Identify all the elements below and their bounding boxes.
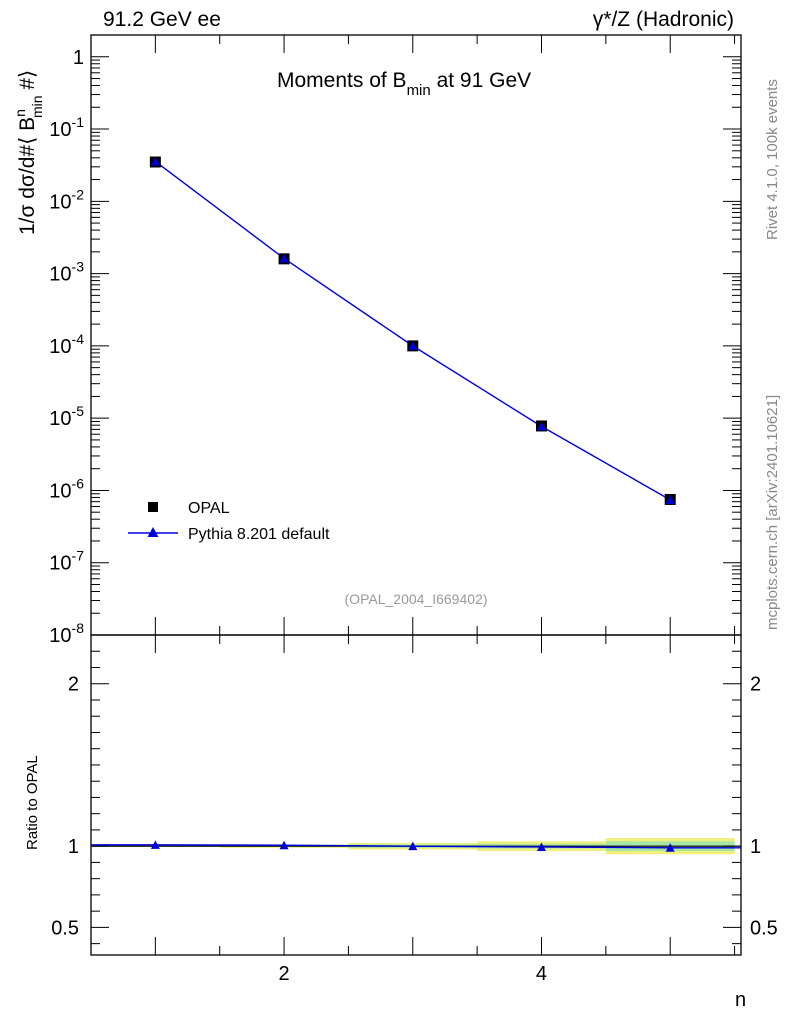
chart-title: Moments of Bmin at 91 GeV xyxy=(277,69,531,99)
analysis-id-watermark: (OPAL_2004_I669402) xyxy=(345,591,488,607)
lower-x-tick-label: 4 xyxy=(536,963,547,985)
upper-y-tick-label: 10-8 xyxy=(49,620,84,647)
upper-y-tick-label: 10-2 xyxy=(49,186,84,213)
mc-series-markers xyxy=(150,156,675,504)
legend: OPAL Pythia 8.201 default xyxy=(128,500,330,543)
opal-data-points xyxy=(149,156,676,505)
lower-y-tick-label-right: 0.5 xyxy=(750,917,778,939)
ratio-mc-point xyxy=(408,841,418,851)
legend-mc-label: Pythia 8.201 default xyxy=(188,526,330,543)
ratio-mc-point xyxy=(665,843,675,852)
lower-y-axis-label: Ratio to OPAL xyxy=(24,755,41,850)
lower-panel-frame xyxy=(90,634,742,956)
mc-curve xyxy=(154,160,671,501)
upper-panel-frame xyxy=(90,34,742,636)
header-energy-label: 91.2 GeV ee xyxy=(103,8,221,31)
upper-y-axis-label: 1/σ dσ/d#⟨ Bnmin #⟩ xyxy=(12,70,45,235)
upper-y-tick-label: 10-7 xyxy=(49,548,84,575)
lower-y-tick-label: 1 xyxy=(68,836,79,858)
upper-y-tick-label: 10-3 xyxy=(49,259,84,286)
legend-opal-marker xyxy=(148,502,158,512)
upper-y-tick-label: 1 xyxy=(73,47,84,69)
upper-y-tick-labels: 10-8 10-7 10-6 10-5 10-4 10-3 10-2 10-1 1 xyxy=(49,47,84,647)
lower-y-tick-label: 2 xyxy=(68,674,79,696)
ratio-mc-markers xyxy=(150,840,675,852)
upper-y-tick-label: 10-1 xyxy=(49,114,84,141)
upper-y-tick-label: 10-4 xyxy=(49,331,84,358)
x-axis-label: n xyxy=(735,989,746,1011)
lower-y-tick-label-right: 2 xyxy=(750,674,761,696)
lower-x-tick-label: 2 xyxy=(279,963,290,985)
mc-point xyxy=(536,421,546,431)
upper-y-axis-ticks xyxy=(91,34,741,636)
header-process-label: γ*/Z (Hadronic) xyxy=(592,8,734,31)
lower-y-tick-label-right: 1 xyxy=(750,836,761,858)
legend-mc-marker xyxy=(147,527,159,537)
upper-y-tick-label: 10-6 xyxy=(49,475,84,502)
upper-x-axis-ticks xyxy=(90,35,736,635)
mc-series-line xyxy=(154,160,671,501)
mc-point xyxy=(279,253,289,263)
legend-opal-label: OPAL xyxy=(188,500,230,517)
ratio-mc-point xyxy=(536,842,546,851)
mc-point xyxy=(665,495,675,504)
upper-y-tick-label: 10-5 xyxy=(49,403,84,430)
lower-axis-ticks xyxy=(90,635,741,955)
mc-point xyxy=(150,156,160,166)
ratio-mc-point xyxy=(150,840,160,849)
mc-point xyxy=(408,341,418,350)
lower-y-tick-labels: 0.5 0.5 1 1 2 2 xyxy=(51,674,778,940)
ratio-mc-point xyxy=(279,840,289,850)
lower-y-tick-label: 0.5 xyxy=(51,917,79,939)
